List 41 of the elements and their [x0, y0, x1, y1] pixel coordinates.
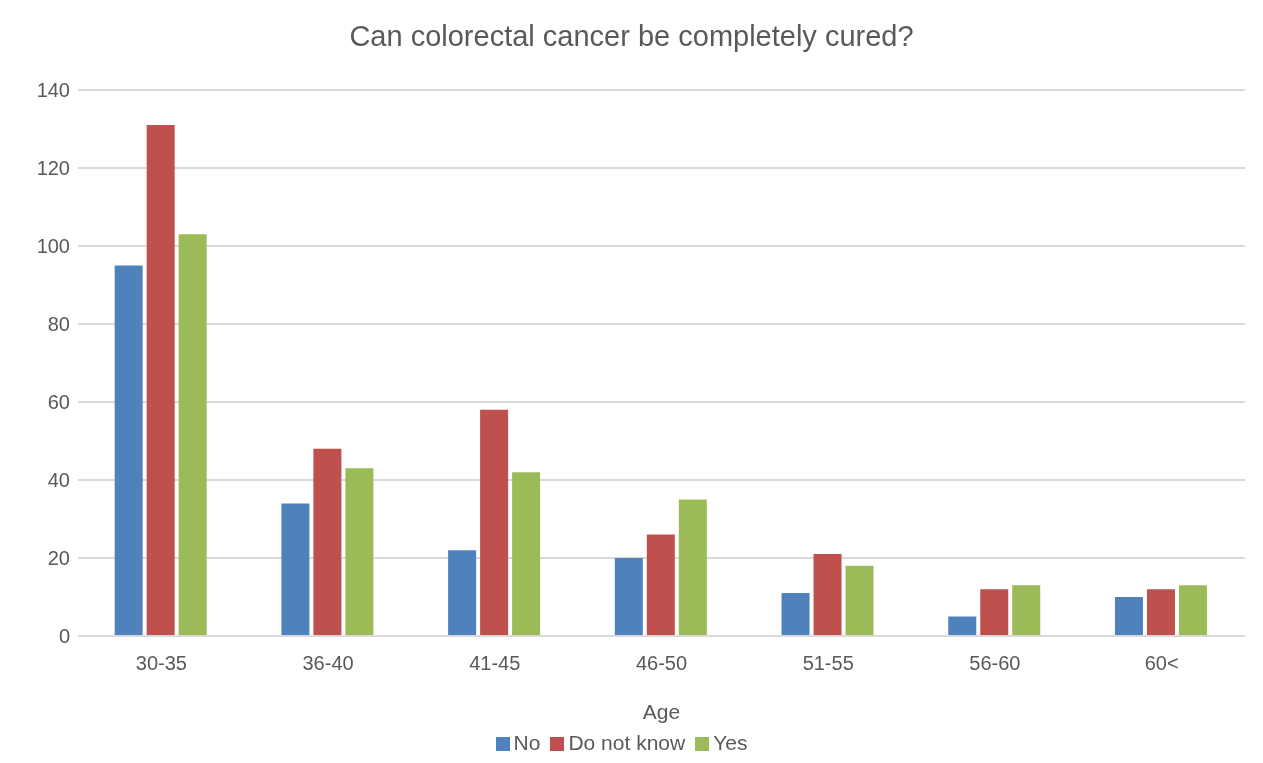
y-tick-label: 120 [36, 157, 70, 180]
bar [1146, 589, 1175, 636]
x-tick-label: 60< [1144, 652, 1179, 675]
bar [480, 409, 509, 636]
x-axis-title: Age [642, 700, 681, 723]
bar [948, 616, 977, 636]
bar [1178, 585, 1207, 636]
bar [614, 558, 643, 636]
bar [1012, 585, 1041, 636]
y-tick-label: 140 [36, 79, 70, 102]
bar [345, 468, 374, 636]
bar [313, 448, 342, 636]
x-tick-label: 36-40 [302, 652, 354, 675]
bar [845, 565, 874, 636]
bar [781, 593, 810, 636]
bar [114, 265, 143, 636]
x-tick-label: 56-60 [969, 652, 1021, 675]
chart-title: Can colorectal cancer be completely cured? [348, 19, 915, 54]
y-tick-label: 40 [47, 469, 70, 492]
legend-label: Yes [713, 731, 748, 754]
y-tick-label: 60 [47, 391, 70, 414]
x-tick-label: 46-50 [635, 652, 688, 675]
bar [512, 472, 541, 636]
bar [1114, 597, 1143, 636]
y-tick-label: 100 [36, 235, 70, 258]
legend-label: No [513, 731, 541, 754]
y-tick-label: 20 [47, 547, 70, 570]
legend-label: Do not know [568, 731, 686, 754]
bar [980, 589, 1009, 636]
bar [448, 550, 477, 636]
bar [813, 554, 842, 636]
bar [281, 503, 310, 636]
bar [178, 234, 207, 636]
bar [146, 125, 175, 636]
bar [678, 499, 707, 636]
x-tick-label: 51-55 [802, 652, 854, 675]
y-tick-label: 80 [47, 313, 70, 336]
y-tick-label: 0 [58, 625, 70, 648]
x-tick-label: 41-45 [469, 652, 521, 675]
bar [646, 534, 675, 636]
x-tick-label: 30-35 [135, 652, 187, 675]
